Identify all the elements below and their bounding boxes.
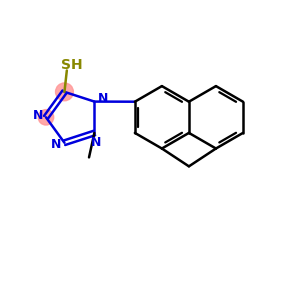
Text: N: N — [51, 138, 61, 151]
Text: N: N — [32, 109, 43, 122]
Circle shape — [56, 83, 74, 101]
Text: N: N — [91, 136, 101, 149]
Circle shape — [38, 110, 54, 125]
Text: SH: SH — [61, 58, 83, 72]
Text: N: N — [98, 92, 109, 105]
